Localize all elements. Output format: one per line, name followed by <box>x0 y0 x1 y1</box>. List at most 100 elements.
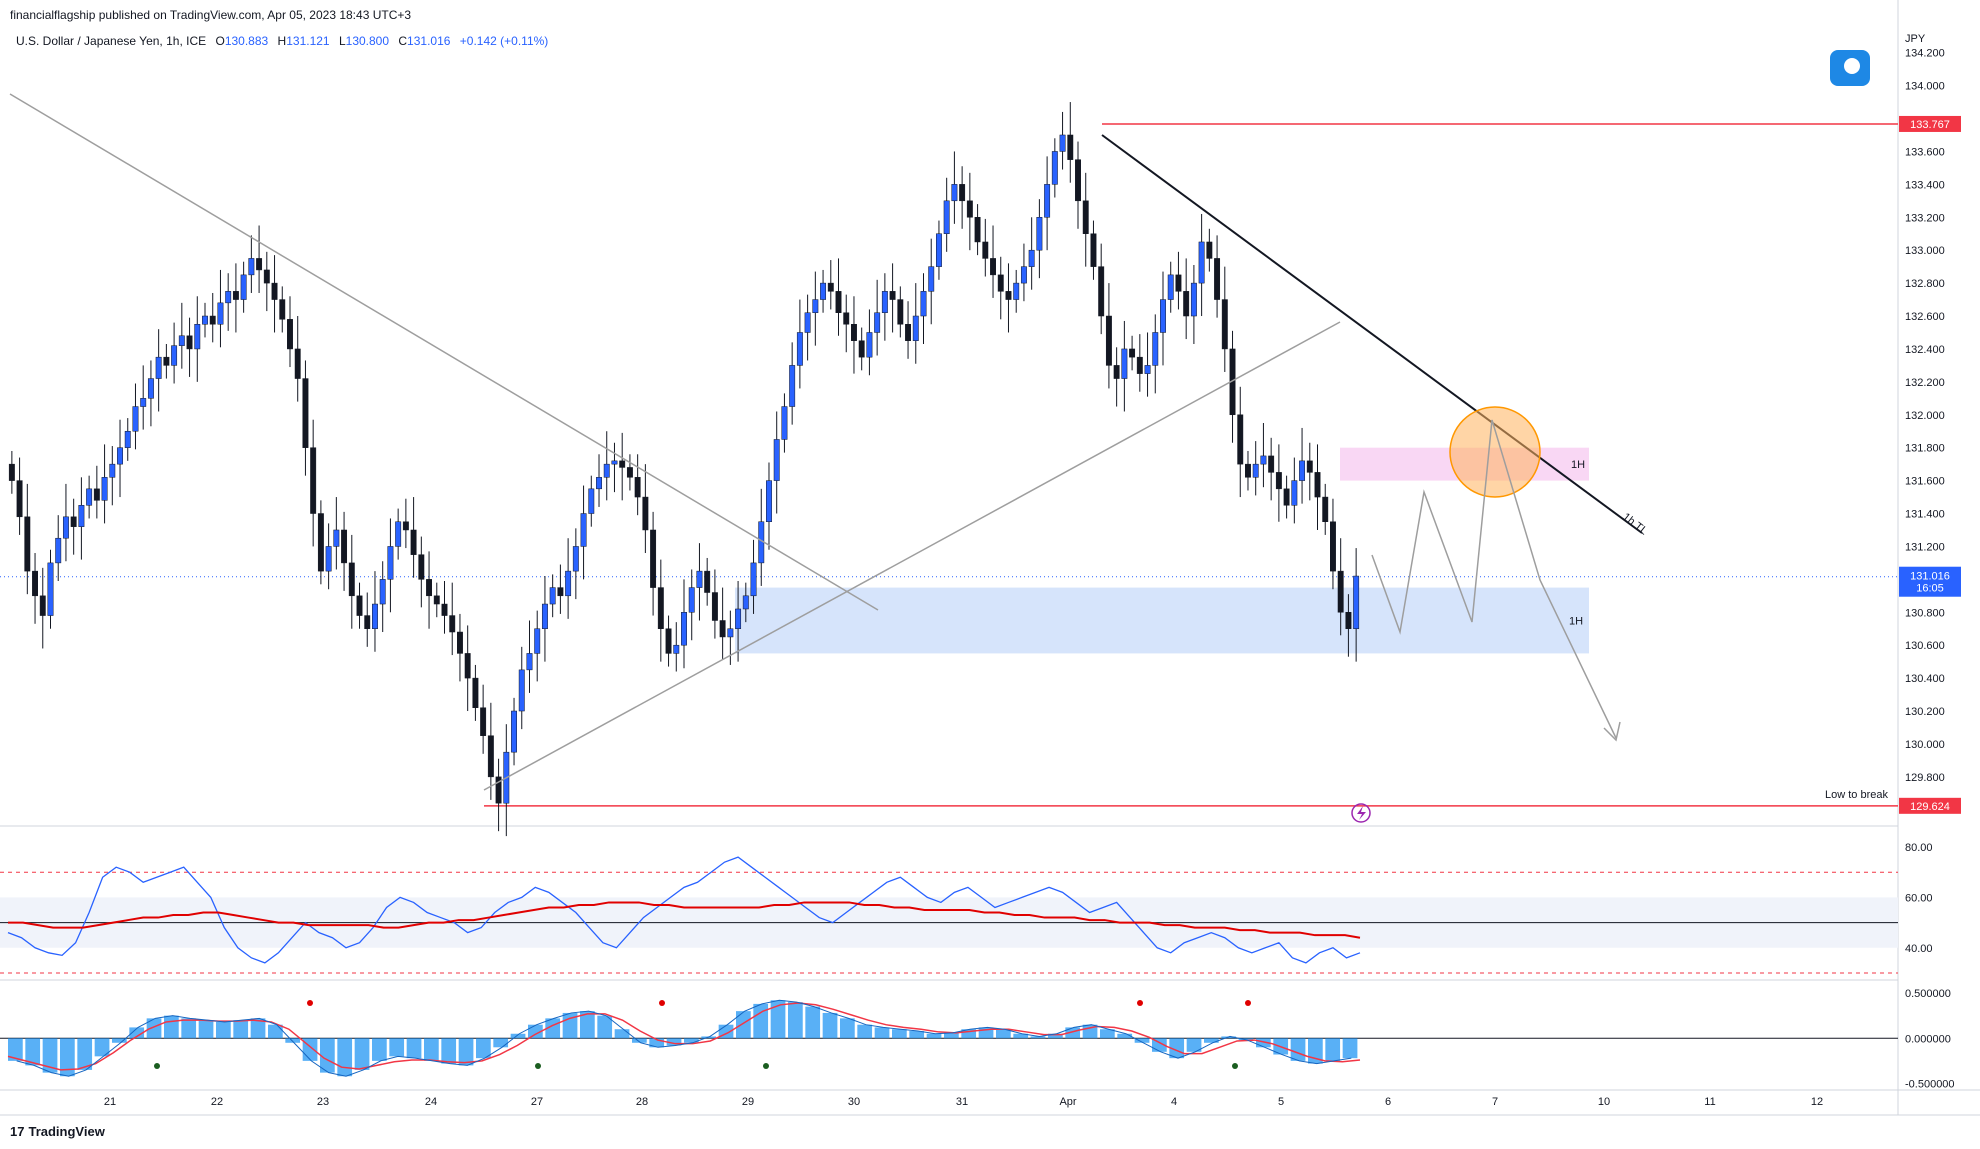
candle-body <box>117 447 123 465</box>
candle-body <box>109 463 116 478</box>
candle-body <box>93 488 100 501</box>
candle-body <box>681 612 687 646</box>
candle-body <box>178 335 185 346</box>
candle-body <box>905 324 911 341</box>
price-axis-unit: JPY <box>1905 33 1926 45</box>
candle-body <box>650 529 657 588</box>
price-tick: 134.200 <box>1905 48 1945 60</box>
high-value: 131.121 <box>286 34 330 48</box>
candle-body <box>943 200 950 234</box>
candle-body <box>796 332 803 366</box>
macd-histogram-bar <box>1325 1038 1341 1061</box>
tradingview-brand[interactable]: 17 TradingView <box>10 1124 105 1139</box>
close-value: 131.016 <box>407 34 451 48</box>
macd-histogram-bar <box>1186 1038 1202 1052</box>
candle-body <box>124 430 131 448</box>
candle-body <box>279 299 286 320</box>
low-to-break-price-tag-label: 129.624 <box>1910 801 1950 813</box>
candle-body <box>16 480 23 518</box>
candle-body <box>433 595 440 605</box>
macd-histogram-bar <box>129 1027 145 1039</box>
candle-body <box>843 312 850 325</box>
candle-body <box>719 620 726 638</box>
macd-histogram-bar <box>94 1038 110 1057</box>
candle-body <box>32 570 38 597</box>
candle-body <box>55 537 62 564</box>
candle-body <box>480 707 487 736</box>
candle-body <box>310 447 317 514</box>
macd-histogram-bar <box>441 1038 457 1064</box>
bullish-signal-dot <box>763 1063 769 1069</box>
candle-body <box>580 513 587 547</box>
candle-body <box>820 282 827 300</box>
candle-body <box>256 258 263 271</box>
macd-histogram-bar <box>874 1027 890 1039</box>
time-tick: 24 <box>425 1096 437 1108</box>
candle-body <box>742 595 749 610</box>
macd-histogram-bar <box>1065 1027 1081 1039</box>
candle-body <box>951 184 958 202</box>
macd-histogram-bar <box>406 1038 422 1059</box>
candle-body <box>557 587 564 597</box>
tradingview-logo-icon: 17 <box>10 1124 25 1139</box>
candle-body <box>62 516 69 539</box>
macd-histogram-bar <box>1013 1033 1029 1039</box>
candle-body <box>78 505 85 527</box>
price-tick: 133.200 <box>1905 212 1945 224</box>
time-tick: 22 <box>211 1096 223 1108</box>
candle-body <box>912 315 919 341</box>
candle-body <box>1129 348 1136 358</box>
candle-body <box>704 570 711 593</box>
candle-body <box>750 562 757 597</box>
candle-body <box>626 467 633 478</box>
candle-body <box>572 546 579 572</box>
price-tick: 133.400 <box>1905 179 1945 191</box>
candle-body <box>1314 472 1321 498</box>
macd-histogram-bar <box>1134 1038 1150 1043</box>
candle-body <box>966 200 973 218</box>
time-tick: 29 <box>742 1096 754 1108</box>
bullish-signal-dot <box>535 1063 541 1069</box>
macd-histogram-bar <box>354 1038 370 1070</box>
candle-body <box>1268 455 1275 473</box>
candle-body <box>596 477 602 490</box>
candle-body <box>1036 217 1043 251</box>
macd-tick: -0.500000 <box>1905 1078 1955 1090</box>
candle-body <box>858 340 865 358</box>
candle-body <box>39 595 46 616</box>
candle-body <box>225 291 232 304</box>
candle-body <box>1144 365 1151 374</box>
candle-body <box>735 608 742 629</box>
candle-body <box>86 488 93 506</box>
macd-histogram-bar <box>788 1002 803 1039</box>
candle-body <box>1067 134 1074 160</box>
high-label: H <box>277 34 287 48</box>
macd-histogram-bar <box>60 1038 75 1077</box>
candle-body <box>1275 472 1282 490</box>
candle-body <box>874 312 881 333</box>
macd-histogram-bar <box>233 1020 249 1039</box>
price-tick: 132.400 <box>1905 344 1945 356</box>
price-tick: 130.200 <box>1905 706 1945 718</box>
publisher-caption: financialflagship published on TradingVi… <box>10 8 412 22</box>
rsi-ma-line <box>8 901 1361 939</box>
symbol-name[interactable]: U.S. Dollar / Japanese Yen, 1h, ICE <box>16 34 207 48</box>
candle-body <box>997 274 1004 292</box>
macd-histogram-bar <box>1117 1033 1133 1039</box>
price-tick: 130.400 <box>1905 673 1945 685</box>
candle-body <box>1005 291 1012 300</box>
candle-body <box>1299 460 1306 481</box>
macd-histogram-bar <box>926 1033 942 1039</box>
candle-body <box>1252 463 1259 478</box>
candle-body <box>534 628 541 654</box>
candle-body <box>541 603 548 629</box>
macd-histogram-bar <box>684 1038 699 1043</box>
last-price-countdown: 16:05 <box>1916 583 1944 595</box>
candle-body <box>804 312 811 333</box>
bearish-signal-dot <box>659 1000 665 1006</box>
macd-histogram-bar <box>285 1038 301 1043</box>
candle-body <box>990 258 996 276</box>
candle-body <box>1105 315 1112 366</box>
candle-body <box>294 348 301 379</box>
